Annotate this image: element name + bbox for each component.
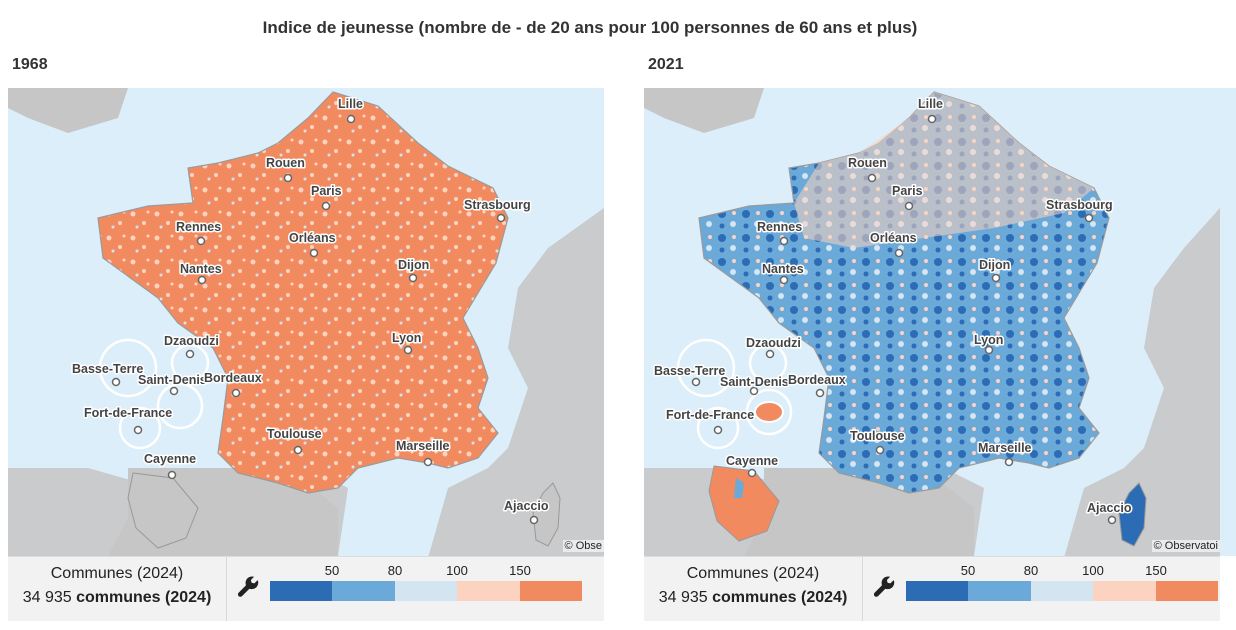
year-label: 2021 [648, 56, 684, 73]
france-map-2021: Lille Rouen Paris Strasbourg Rennes Orlé… [644, 88, 1220, 556]
scale-tick: 150 [1145, 563, 1167, 578]
copyright: © Obse [562, 540, 604, 552]
city-label: Lyon [392, 331, 421, 345]
scale-tick: 50 [324, 563, 340, 578]
scale-swatch [270, 581, 333, 601]
city-label: Orléans [870, 231, 917, 245]
city-label: Dijon [398, 258, 429, 272]
city-label: Saint-Denis [138, 373, 207, 387]
scale-tick: 100 [446, 563, 468, 578]
city-label: Saint-Denis [720, 375, 789, 389]
scale-swatch [457, 581, 520, 601]
map-panel-2021: 2021 Lille Rouen Paris Strasbourg [644, 52, 1236, 622]
wrench-icon[interactable] [236, 575, 260, 599]
color-scale: 50 80 100 150 [906, 563, 1219, 611]
city-label: Cayenne [726, 454, 778, 468]
scale-swatch [1030, 581, 1094, 601]
legend-level: Communes (2024) [686, 565, 820, 582]
city-label: Rouen [266, 156, 305, 170]
scale-swatch [968, 581, 1031, 601]
scale-swatch [519, 581, 583, 601]
copyright: © Observatoi [1151, 540, 1220, 552]
legend-info: Communes (2024) 34 935 communes (2024) [8, 557, 227, 621]
scale-swatch [332, 581, 395, 601]
city-label: Toulouse [267, 427, 322, 441]
city-label: Ajaccio [504, 499, 549, 513]
city-label: Marseille [978, 441, 1032, 455]
scale-tick: 100 [1082, 563, 1104, 578]
city-label: Paris [311, 184, 342, 198]
city-label: Ajaccio [1087, 501, 1132, 515]
city-label: Paris [892, 184, 923, 198]
legend-bar: Communes (2024) 34 935 communes (2024) 5… [644, 556, 1220, 621]
city-label: Orléans [289, 231, 336, 245]
city-label: Nantes [762, 262, 804, 276]
color-scale: 50 80 100 150 [270, 563, 583, 611]
count-value: 34 935 [658, 589, 708, 606]
city-label: Toulouse [850, 429, 905, 443]
page-title: Indice de jeunesse (nombre de - de 20 an… [262, 18, 918, 37]
city-label: Dijon [979, 258, 1010, 272]
legend-count: 34 935 communes (2024) [8, 589, 226, 607]
city-label: Strasbourg [1046, 198, 1113, 212]
scale-tick: 80 [387, 563, 403, 578]
legend-info: Communes (2024) 34 935 communes (2024) [644, 557, 863, 621]
legend-level: Communes (2024) [50, 565, 184, 582]
city-label: Nantes [180, 262, 222, 276]
scale-tick: 150 [509, 563, 531, 578]
scale-swatch [394, 581, 458, 601]
wrench-icon[interactable] [872, 575, 896, 599]
city-label: Lille [918, 97, 943, 111]
city-label: Basse-Terre [654, 364, 725, 378]
city-label: Dzaoudzi [746, 336, 801, 350]
scale-tick: 80 [1023, 563, 1039, 578]
city-label: Bordeaux [788, 373, 846, 387]
city-label: Dzaoudzi [164, 334, 219, 348]
city-label: Cayenne [144, 452, 196, 466]
city-label: Bordeaux [204, 371, 262, 385]
scale-swatch [1093, 581, 1156, 601]
scale-tick: 50 [960, 563, 976, 578]
city-label: Strasbourg [464, 198, 531, 212]
scale-swatch [906, 581, 969, 601]
city-label: Lille [338, 97, 363, 111]
count-unit: communes (2024) [712, 589, 848, 606]
map-view[interactable]: Lille Rouen Paris Strasbourg Rennes Orlé… [8, 88, 604, 556]
map-panel-1968: 1968 [8, 52, 604, 622]
city-label: Fort-de-France [666, 408, 754, 422]
france-map-1968: Lille Rouen Paris Strasbourg Rennes Orlé… [8, 88, 604, 556]
city-label: Rennes [176, 220, 221, 234]
legend-count: 34 935 communes (2024) [644, 589, 862, 607]
city-label: Marseille [396, 439, 450, 453]
city-label: Fort-de-France [84, 406, 172, 420]
scale-swatch [1155, 581, 1219, 601]
city-label: Basse-Terre [72, 362, 143, 376]
count-unit: communes (2024) [76, 589, 212, 606]
year-label: 1968 [12, 56, 48, 73]
map-view[interactable]: Lille Rouen Paris Strasbourg Rennes Orlé… [644, 88, 1236, 556]
legend-bar: Communes (2024) 34 935 communes (2024) 5… [8, 556, 604, 621]
city-label: Rennes [757, 220, 802, 234]
city-label: Rouen [848, 156, 887, 170]
city-label: Lyon [974, 333, 1003, 347]
count-value: 34 935 [22, 589, 72, 606]
